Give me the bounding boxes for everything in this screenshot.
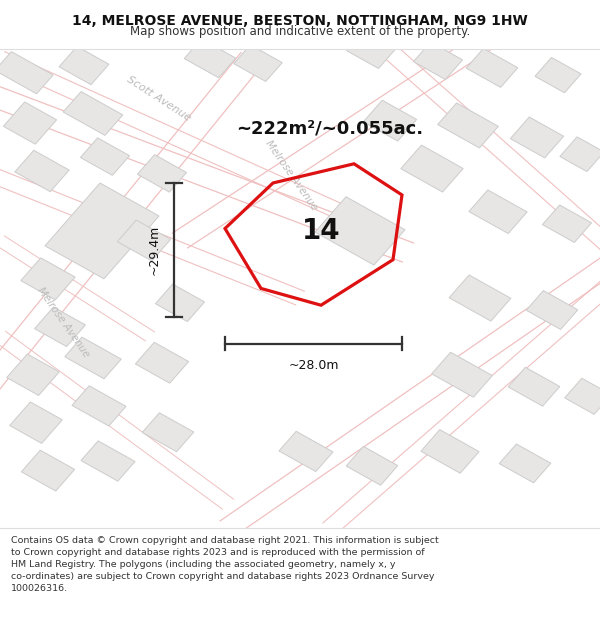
Polygon shape bbox=[560, 137, 600, 172]
Polygon shape bbox=[508, 368, 560, 406]
Text: 14, MELROSE AVENUE, BEESTON, NOTTINGHAM, NG9 1HW: 14, MELROSE AVENUE, BEESTON, NOTTINGHAM,… bbox=[72, 14, 528, 28]
Text: ~222m²/~0.055ac.: ~222m²/~0.055ac. bbox=[236, 119, 424, 138]
Polygon shape bbox=[142, 412, 194, 452]
Polygon shape bbox=[59, 46, 109, 84]
Polygon shape bbox=[431, 352, 493, 398]
Polygon shape bbox=[0, 52, 53, 94]
Polygon shape bbox=[499, 444, 551, 483]
Polygon shape bbox=[155, 284, 205, 322]
Polygon shape bbox=[21, 258, 75, 300]
Polygon shape bbox=[15, 150, 69, 192]
Polygon shape bbox=[535, 58, 581, 92]
Polygon shape bbox=[22, 450, 74, 491]
Polygon shape bbox=[65, 337, 121, 379]
Polygon shape bbox=[364, 100, 416, 141]
Polygon shape bbox=[136, 342, 188, 383]
Text: Map shows position and indicative extent of the property.: Map shows position and indicative extent… bbox=[130, 25, 470, 38]
Polygon shape bbox=[72, 386, 126, 426]
Polygon shape bbox=[526, 291, 578, 329]
Polygon shape bbox=[449, 275, 511, 321]
Polygon shape bbox=[466, 49, 518, 88]
Polygon shape bbox=[45, 183, 159, 279]
Text: ~28.0m: ~28.0m bbox=[288, 359, 339, 372]
Text: Melrose Avenue: Melrose Avenue bbox=[35, 285, 91, 359]
Polygon shape bbox=[347, 29, 397, 69]
Polygon shape bbox=[413, 42, 463, 79]
Polygon shape bbox=[184, 39, 236, 78]
Polygon shape bbox=[421, 429, 479, 473]
Text: Scott Avenue: Scott Avenue bbox=[125, 74, 193, 124]
Text: 14: 14 bbox=[302, 217, 340, 245]
Polygon shape bbox=[469, 190, 527, 234]
Polygon shape bbox=[279, 431, 333, 471]
Polygon shape bbox=[315, 197, 405, 265]
Polygon shape bbox=[137, 154, 187, 192]
Polygon shape bbox=[346, 446, 398, 485]
Polygon shape bbox=[81, 441, 135, 481]
Polygon shape bbox=[7, 354, 59, 396]
Polygon shape bbox=[63, 92, 123, 136]
Polygon shape bbox=[511, 117, 563, 158]
Polygon shape bbox=[234, 45, 282, 81]
Text: ~29.4m: ~29.4m bbox=[148, 225, 161, 275]
Polygon shape bbox=[542, 205, 592, 242]
Polygon shape bbox=[437, 103, 499, 148]
Polygon shape bbox=[35, 307, 85, 346]
Polygon shape bbox=[565, 378, 600, 414]
Polygon shape bbox=[401, 145, 463, 192]
Text: Contains OS data © Crown copyright and database right 2021. This information is : Contains OS data © Crown copyright and d… bbox=[11, 536, 439, 594]
Polygon shape bbox=[80, 138, 130, 176]
Polygon shape bbox=[4, 102, 56, 144]
Polygon shape bbox=[10, 402, 62, 443]
Text: Melrose Avenue: Melrose Avenue bbox=[263, 139, 319, 212]
Polygon shape bbox=[118, 220, 170, 261]
